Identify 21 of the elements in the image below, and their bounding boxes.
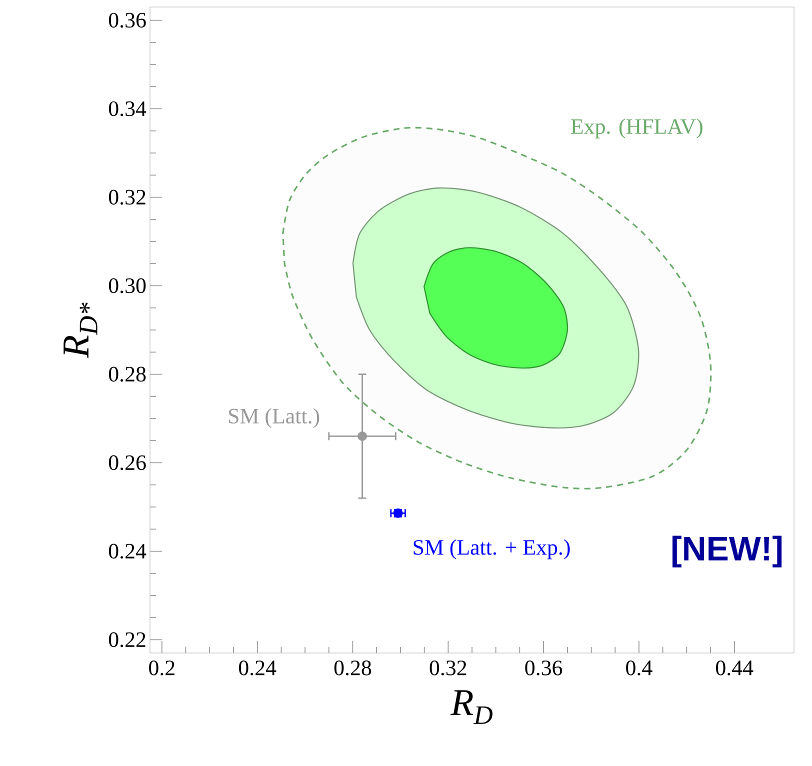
y-tick-label: 0.28 — [108, 366, 146, 382]
x-tick-label: 0.28 — [334, 660, 372, 676]
x-tick-label: 0.32 — [430, 660, 466, 676]
series-label: Exp. (HFLAV) — [571, 118, 702, 138]
y-tick-label: 0.26 — [108, 455, 146, 470]
y-tick-label: 0.34 — [108, 101, 146, 116]
y-tick-label: 0.30 — [108, 278, 146, 294]
y-tick-label: 0.36 — [108, 12, 146, 28]
x-tick-label: 0.36 — [525, 660, 562, 676]
x-axis-title: R$_{D}$ — [450, 690, 492, 724]
series-label: SM (Latt. + Exp.) — [414, 539, 570, 560]
annotation: [NEW!] — [672, 536, 782, 568]
y-tick-label: 0.32 — [108, 190, 146, 205]
y-tick-label: 0.22 — [108, 632, 146, 648]
x-tick-label: 0.2 — [149, 660, 174, 676]
x-tick-label: 0.4 — [626, 660, 652, 676]
y-tick-label: 0.24 — [108, 544, 146, 559]
series-label: SM (Latt.) — [229, 408, 320, 428]
y-axis-title: R$_{D*}$ — [64, 302, 98, 358]
x-tick-label: 0.24 — [238, 660, 276, 676]
x-tick-label: 0.44 — [716, 660, 754, 676]
